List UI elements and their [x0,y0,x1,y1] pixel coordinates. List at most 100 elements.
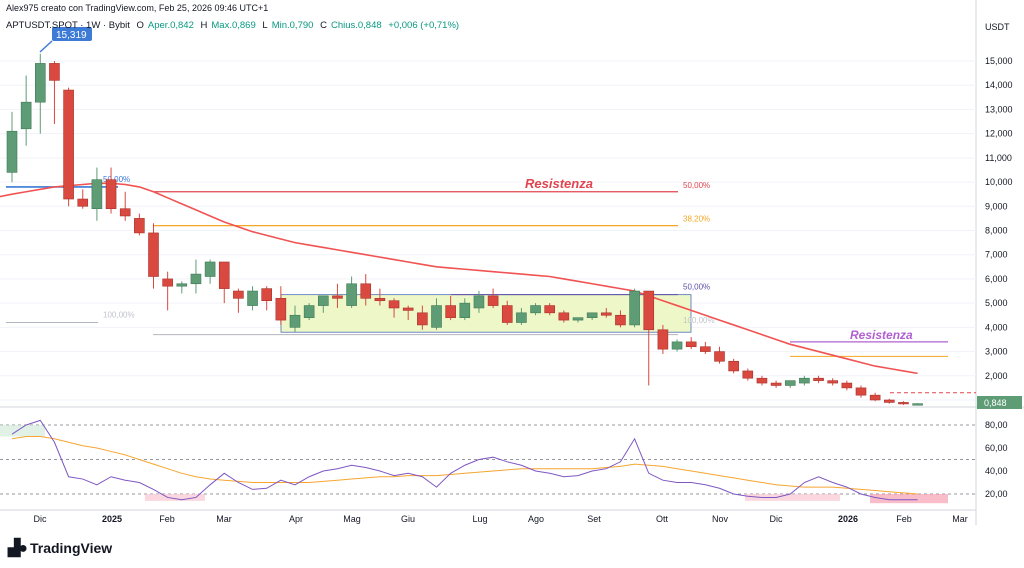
candle [162,271,173,311]
candle-body [204,261,216,277]
time-tick-label: Nov [712,514,729,524]
candle [898,401,909,405]
candle-body [756,377,768,384]
candle [572,317,584,323]
candle [6,111,18,183]
candle-body [827,380,839,384]
osc-tick-label: 60,00 [985,443,1008,453]
candle-body [615,314,626,326]
candle [685,337,697,350]
candle-body [63,89,74,200]
candle-body [572,317,584,321]
candle [261,286,273,311]
candle [20,75,32,146]
candle [700,341,711,354]
time-tick-label: Mar [952,514,968,524]
osc-tick-label: 20,00 [985,489,1008,499]
candle [134,213,145,236]
candle [813,375,824,384]
candle-body [657,329,669,350]
candle [742,368,754,381]
low-value: Min.0,790 [271,20,314,31]
candles-layer [6,53,923,406]
candle [91,167,103,221]
candle-body [544,305,556,314]
candle-body [629,290,640,326]
currency-label: USDT [985,22,1010,32]
candle [233,288,244,313]
candle [516,307,527,325]
price-tick-label: 14,000 [985,80,1013,90]
candle-body [883,399,895,403]
candle-body [247,290,258,306]
drawing-annotations: 50,00% Resistenza 50,00% 38,20% 50,00% 100,00… [6,27,976,394]
candle-body [346,283,357,306]
candle [459,298,471,321]
candle [105,167,117,214]
symbol-name[interactable]: APTUSDT.SPOT · 1W · Bybit [6,20,130,31]
candle-body [190,273,202,285]
fib-50-left-label: 50,00% [103,175,130,184]
candle [671,339,683,352]
candle-body [671,341,683,350]
candle [289,305,301,333]
price-tick-label: 10,000 [985,177,1013,187]
candle-body [841,382,853,389]
close-label: C [320,20,327,31]
candle-body [261,288,273,302]
candle [49,61,60,124]
candle-body [501,305,513,323]
candle-body [332,295,343,299]
oscillator-layer [0,419,948,504]
osc-tick-label: 40,00 [985,466,1008,476]
candle-body [176,283,188,287]
candle-body [898,402,909,405]
candle [558,310,570,323]
candle [445,295,456,321]
price-tick-label: 2,000 [985,371,1008,381]
candle-body [586,312,598,318]
candle [855,385,867,398]
candle-body [303,305,315,318]
high-label: H [200,20,208,31]
time-tick-label: 2026 [838,514,858,524]
tradingview-logo[interactable]: ▟● TradingView [8,538,112,558]
candle-body [49,63,60,81]
last-price-tag [977,396,1022,409]
price-tick-label: 13,000 [985,104,1013,114]
candle-body [233,290,244,299]
time-tick-label: Lug [472,514,487,524]
last-price-value: 0,848 [984,398,1007,408]
candle-body [643,290,655,331]
candle [883,398,895,404]
candle [657,324,669,354]
time-tick-label: Mag [343,514,361,524]
time-tick-label: Feb [896,514,912,524]
price-tick-label: 9,000 [985,201,1008,211]
candle-body [119,208,131,217]
candle-body [516,312,527,323]
high-value: Max.0,869 [211,20,256,31]
candle [530,303,541,316]
candle [77,189,89,209]
candle-body [813,377,824,381]
time-tick-label: Dic [770,514,783,524]
change-value: +0,006 (+0,71%) [388,20,460,31]
candle [643,290,655,386]
candle-body [289,314,301,328]
price-tick-label: 6,000 [985,274,1008,284]
candle-body [402,307,414,311]
candle-body [487,295,499,306]
resistance-label-1: Resistenza [525,176,593,191]
open-label: O [136,20,144,31]
candle-body [374,297,386,302]
candle-body [714,351,725,362]
fib-50-box-label: 50,00% [683,283,710,292]
candle-body [770,382,782,386]
candle [827,378,839,386]
oversold-fill-3 [870,494,948,504]
candle [714,346,725,364]
candle [799,375,810,386]
